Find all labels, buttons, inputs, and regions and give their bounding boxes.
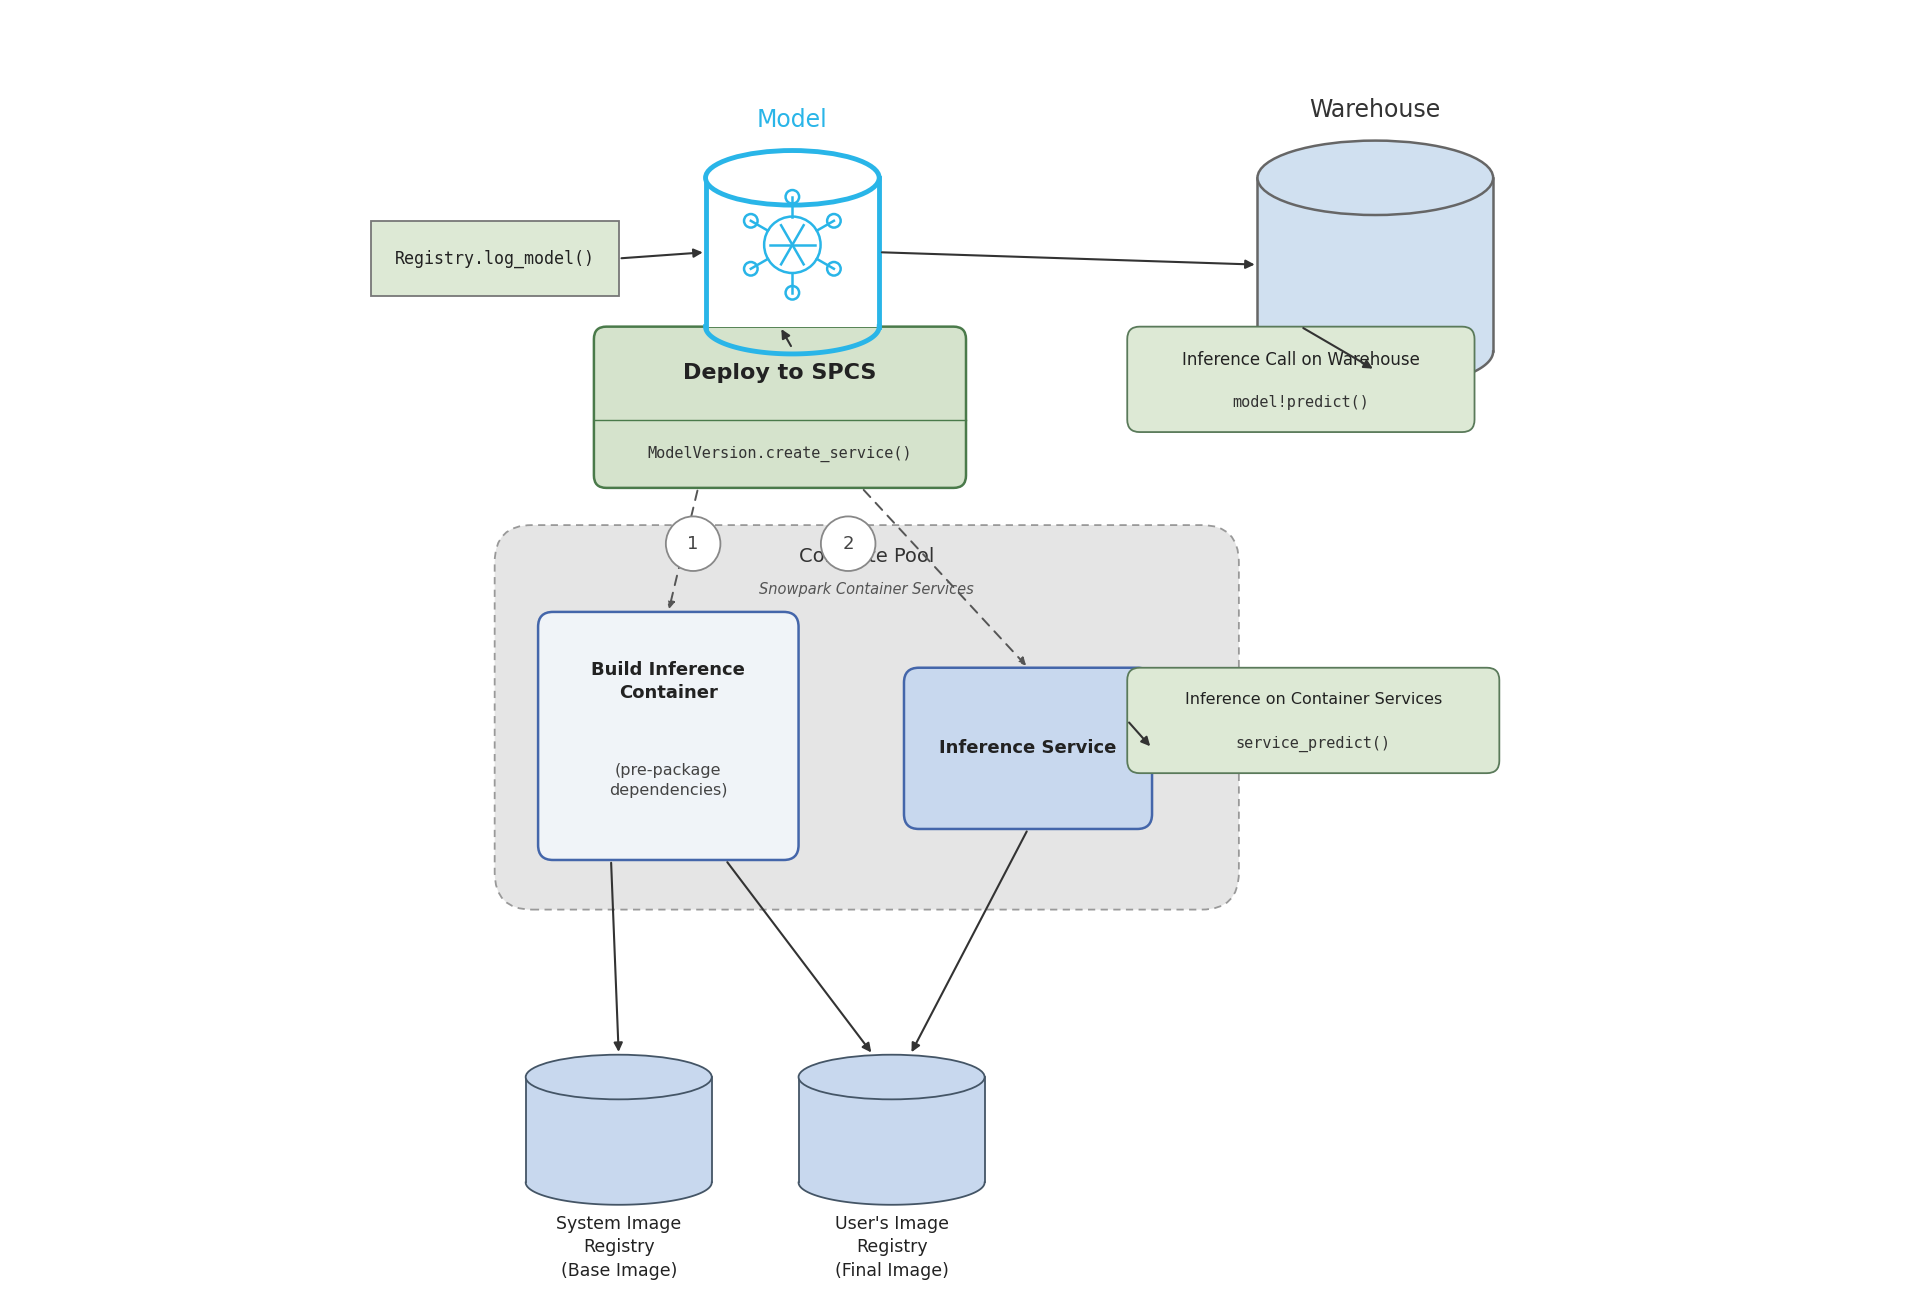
Text: Inference Call on Warehouse: Inference Call on Warehouse <box>1182 351 1420 369</box>
Text: Inference on Container Services: Inference on Container Services <box>1184 691 1441 707</box>
Bar <box>705 178 879 326</box>
Bar <box>371 221 618 295</box>
Text: Build Inference
Container: Build Inference Container <box>591 660 746 702</box>
Ellipse shape <box>798 1160 985 1205</box>
Bar <box>1258 178 1493 351</box>
FancyBboxPatch shape <box>539 611 798 860</box>
Text: 1: 1 <box>688 534 699 552</box>
Text: Compute Pool: Compute Pool <box>800 547 935 565</box>
Bar <box>526 1077 711 1183</box>
Text: model!predict(): model!predict() <box>1233 395 1370 410</box>
Ellipse shape <box>526 1160 711 1205</box>
Text: Registry.log_model(): Registry.log_model() <box>394 249 595 267</box>
Text: ModelVersion.create_service(): ModelVersion.create_service() <box>647 446 912 462</box>
Ellipse shape <box>1258 141 1493 215</box>
FancyBboxPatch shape <box>904 668 1151 829</box>
FancyBboxPatch shape <box>1126 668 1499 773</box>
Ellipse shape <box>798 1055 985 1099</box>
Text: service_predict(): service_predict() <box>1236 735 1391 752</box>
Bar <box>798 1077 985 1183</box>
Ellipse shape <box>526 1055 711 1099</box>
Text: Deploy to SPCS: Deploy to SPCS <box>684 364 877 383</box>
Text: Warehouse: Warehouse <box>1310 98 1441 123</box>
Text: (pre-package
dependencies): (pre-package dependencies) <box>609 764 728 799</box>
FancyBboxPatch shape <box>1126 326 1474 432</box>
FancyBboxPatch shape <box>495 525 1238 909</box>
Ellipse shape <box>705 151 879 205</box>
Text: Model: Model <box>757 108 827 132</box>
FancyBboxPatch shape <box>593 326 966 488</box>
Circle shape <box>821 516 875 571</box>
Text: Inference Service: Inference Service <box>939 739 1117 757</box>
Text: 2: 2 <box>842 534 854 552</box>
Text: User's Image
Registry
(Final Image): User's Image Registry (Final Image) <box>835 1215 949 1280</box>
Text: Snowpark Container Services: Snowpark Container Services <box>759 582 974 597</box>
Circle shape <box>667 516 721 571</box>
Text: System Image
Registry
(Base Image): System Image Registry (Base Image) <box>556 1215 682 1280</box>
Ellipse shape <box>1258 315 1493 388</box>
